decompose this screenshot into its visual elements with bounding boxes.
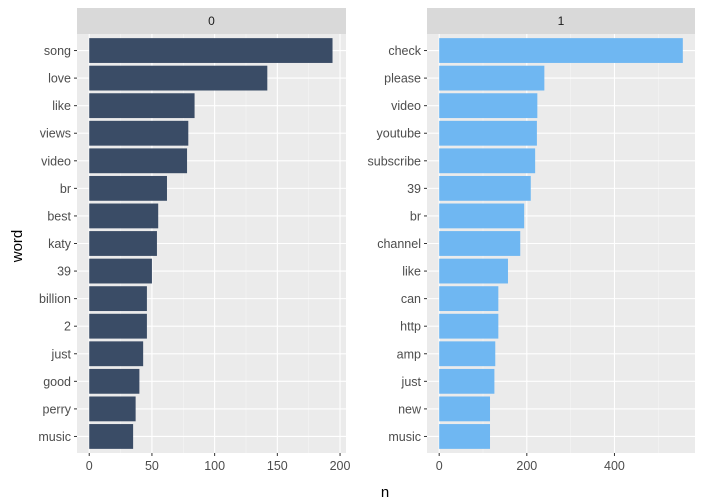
category-label: music (38, 430, 71, 444)
panels: 0 song love like views video br best katy 39 billi… (38, 8, 695, 473)
bar-like (439, 258, 508, 284)
bar-perry (89, 396, 136, 422)
category-label: http (400, 320, 421, 334)
facet-strip-label: 1 (558, 14, 565, 28)
category-label: channel (377, 237, 421, 251)
category-label: like (52, 99, 71, 113)
bar-just (89, 341, 144, 367)
category-label: best (47, 209, 71, 223)
x-tick-label: 0 (86, 459, 93, 473)
category-label: good (43, 375, 71, 389)
category-label: amp (397, 347, 421, 361)
category-label: perry (43, 402, 72, 416)
x-axis-title: n (381, 484, 389, 501)
category-label: views (40, 127, 71, 141)
bar-like (89, 93, 195, 119)
category-label: song (44, 44, 71, 58)
category-label: check (388, 44, 421, 58)
bar-http (439, 313, 499, 339)
bar-amp (439, 341, 496, 367)
bar-video (439, 93, 538, 119)
category-label: music (388, 430, 421, 444)
category-label: just (51, 347, 72, 361)
x-tick-label: 150 (267, 459, 288, 473)
x-tick-label: 50 (145, 459, 159, 473)
facet-strip (427, 8, 695, 34)
bar-subscribe (439, 148, 536, 174)
category-label: br (410, 209, 421, 223)
facet-panel-1: 1 check please video youtube subscribe 39 br cha… (368, 8, 695, 473)
bar-song (89, 38, 333, 63)
facet-panel-0: 0 song love like views video br best katy 39 billi… (38, 8, 351, 473)
bar-youtube (439, 120, 537, 146)
category-label: please (384, 72, 421, 86)
bar-please (439, 65, 545, 91)
bar-br (439, 203, 525, 229)
category-label: just (401, 375, 422, 389)
bar-just (439, 368, 495, 394)
bar-katy (89, 231, 157, 256)
bar-best (89, 203, 159, 229)
category-label: subscribe (368, 154, 422, 168)
y-axis-title: word (9, 230, 26, 264)
bar-39 (439, 175, 531, 201)
bar-check (439, 38, 683, 63)
category-label: 39 (57, 265, 71, 279)
bar-new (439, 396, 491, 422)
bar-music (439, 424, 491, 449)
bar-br (89, 175, 167, 201)
bar-can (439, 286, 499, 312)
bar-views (89, 120, 189, 146)
category-label: youtube (377, 127, 422, 141)
category-label: katy (48, 237, 72, 251)
facet-strip (77, 8, 346, 34)
bar-video (89, 148, 188, 174)
category-label: 39 (407, 182, 421, 196)
facet-strip-label: 0 (208, 14, 215, 28)
bar-love (89, 65, 268, 91)
category-label: new (398, 402, 422, 416)
category-label: 2 (64, 320, 71, 334)
category-label: video (391, 99, 421, 113)
category-label: like (402, 265, 421, 279)
x-tick-label: 200 (516, 459, 537, 473)
category-label: br (60, 182, 71, 196)
x-tick-label: 0 (436, 459, 443, 473)
bar-music (89, 424, 134, 449)
x-tick-label: 400 (604, 459, 625, 473)
bar-good (89, 368, 140, 394)
bar-channel (439, 231, 521, 256)
category-label: billion (39, 292, 71, 306)
category-label: can (401, 292, 421, 306)
category-label: video (41, 154, 71, 168)
bar-billion (89, 286, 147, 312)
category-label: love (48, 72, 71, 86)
bar-39 (89, 258, 152, 284)
bar-2 (89, 313, 147, 339)
x-tick-label: 200 (330, 459, 351, 473)
x-tick-label: 100 (204, 459, 225, 473)
